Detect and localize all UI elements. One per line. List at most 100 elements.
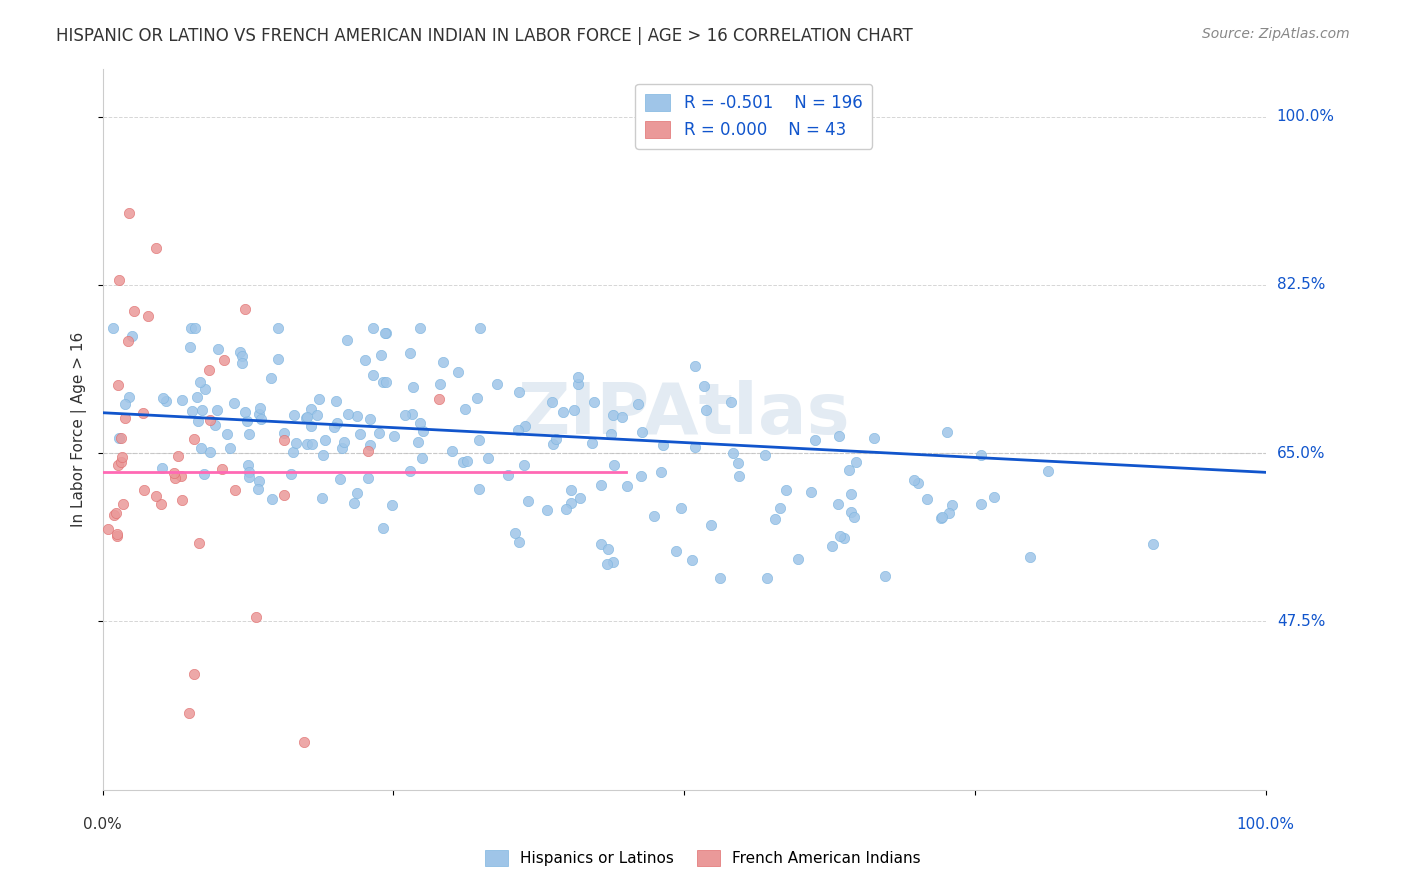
Point — [969, 497, 991, 511]
Point — [311, 491, 333, 506]
Point — [152, 391, 174, 405]
Point — [267, 352, 290, 367]
Point — [325, 394, 347, 409]
Point — [581, 436, 603, 450]
Point — [374, 326, 396, 340]
Point — [541, 436, 564, 450]
Point — [564, 403, 586, 417]
Point — [603, 458, 626, 472]
Point — [170, 469, 193, 483]
Point — [247, 474, 270, 488]
Point — [560, 496, 582, 510]
Legend: R = -0.501    N = 196, R = 0.000    N = 43: R = -0.501 N = 196, R = 0.000 N = 43 — [636, 84, 872, 149]
Text: 65.0%: 65.0% — [1277, 446, 1326, 460]
Point — [188, 376, 211, 390]
Point — [155, 394, 177, 409]
Point — [382, 429, 405, 443]
Point — [569, 491, 592, 505]
Point — [184, 321, 207, 335]
Point — [326, 416, 349, 430]
Point — [238, 466, 260, 480]
Point — [194, 382, 217, 396]
Point — [105, 527, 128, 541]
Point — [643, 509, 665, 524]
Point — [97, 522, 120, 536]
Point — [907, 475, 929, 490]
Point — [536, 503, 558, 517]
Point — [260, 491, 283, 506]
Text: HISPANIC OR LATINO VS FRENCH AMERICAN INDIAN IN LABOR FORCE | AGE > 16 CORRELATI: HISPANIC OR LATINO VS FRENCH AMERICAN IN… — [56, 27, 912, 45]
Point — [283, 408, 305, 422]
Point — [167, 449, 190, 463]
Point — [513, 458, 536, 472]
Point — [429, 376, 451, 391]
Point — [322, 420, 344, 434]
Point — [610, 410, 633, 425]
Point — [709, 571, 731, 585]
Point — [555, 502, 578, 516]
Point — [187, 414, 209, 428]
Point — [247, 482, 270, 496]
Point — [108, 432, 131, 446]
Point — [477, 451, 499, 466]
Point — [292, 734, 315, 748]
Text: 82.5%: 82.5% — [1277, 277, 1324, 293]
Point — [468, 321, 491, 335]
Point — [361, 368, 384, 382]
Point — [108, 273, 131, 287]
Point — [863, 431, 886, 445]
Point — [204, 418, 226, 433]
Point — [249, 401, 271, 415]
Point — [834, 532, 856, 546]
Point — [763, 512, 786, 526]
Point — [800, 484, 823, 499]
Point — [631, 425, 654, 440]
Point — [451, 455, 474, 469]
Point — [359, 412, 381, 426]
Point — [179, 340, 201, 354]
Point — [600, 426, 623, 441]
Point — [517, 494, 540, 508]
Point — [346, 486, 368, 500]
Point — [839, 486, 862, 500]
Point — [401, 407, 423, 421]
Point — [931, 510, 953, 524]
Point — [929, 511, 952, 525]
Point — [197, 363, 219, 377]
Y-axis label: In Labor Force | Age > 16: In Labor Force | Age > 16 — [72, 332, 87, 526]
Point — [727, 456, 749, 470]
Point — [728, 468, 751, 483]
Point — [683, 440, 706, 454]
Point — [917, 491, 939, 506]
Point — [374, 326, 396, 340]
Point — [190, 441, 212, 455]
Point — [356, 471, 378, 485]
Point — [616, 479, 638, 493]
Point — [695, 403, 717, 417]
Point — [121, 329, 143, 343]
Point — [602, 408, 624, 422]
Point — [150, 460, 173, 475]
Text: 0.0%: 0.0% — [83, 817, 122, 832]
Point — [280, 467, 302, 481]
Point — [775, 483, 797, 497]
Point — [117, 334, 139, 348]
Point — [273, 488, 295, 502]
Point — [544, 432, 567, 446]
Point — [540, 394, 562, 409]
Point — [820, 539, 842, 553]
Point — [627, 397, 650, 411]
Point — [903, 473, 925, 487]
Point — [983, 490, 1005, 504]
Point — [683, 359, 706, 374]
Point — [183, 667, 205, 681]
Point — [363, 321, 385, 335]
Point — [162, 467, 184, 481]
Point — [200, 413, 222, 427]
Point — [665, 544, 688, 558]
Point — [845, 455, 868, 469]
Point — [399, 346, 422, 360]
Point — [145, 489, 167, 503]
Point — [101, 321, 124, 335]
Point — [560, 483, 582, 497]
